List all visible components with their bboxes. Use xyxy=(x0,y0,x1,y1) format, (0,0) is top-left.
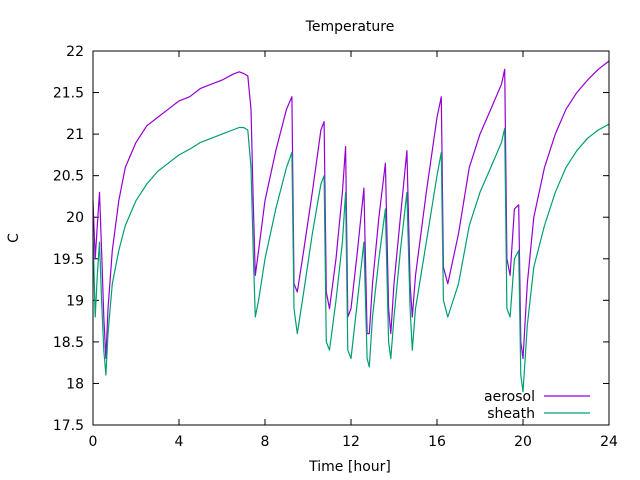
y-tick-label: 20.5 xyxy=(53,169,84,185)
y-tick-label: 19 xyxy=(66,293,84,309)
series-line-sheath xyxy=(92,123,610,393)
x-tick-label: 0 xyxy=(89,434,98,450)
x-tick-label: 16 xyxy=(428,434,446,450)
y-tick-label: 19.5 xyxy=(53,252,84,268)
x-tick-label: 8 xyxy=(261,434,270,450)
chart-title: Temperature xyxy=(305,19,395,35)
y-tick-label: 21 xyxy=(66,127,84,143)
y-tick-label: 21.5 xyxy=(53,86,84,102)
plot-frame xyxy=(92,50,610,426)
y-tick-label: 18 xyxy=(66,376,84,392)
x-axis-label: Time [hour] xyxy=(308,459,391,475)
series-line-aerosol xyxy=(92,60,610,360)
legend-label-sheath: sheath xyxy=(487,406,535,422)
x-tick-label: 12 xyxy=(342,434,360,450)
y-axis-label: C xyxy=(6,233,22,243)
y-tick-label: 17.5 xyxy=(53,418,84,434)
x-tick-label: 24 xyxy=(600,434,618,450)
legend-label-aerosol: aerosol xyxy=(484,389,535,405)
x-tick-label: 4 xyxy=(175,434,184,450)
y-tick-label: 22 xyxy=(66,44,84,60)
y-tick-label: 18.5 xyxy=(53,335,84,351)
y-tick-label: 20 xyxy=(66,210,84,226)
series-lines xyxy=(92,60,610,393)
x-tick-label: 20 xyxy=(514,434,532,450)
